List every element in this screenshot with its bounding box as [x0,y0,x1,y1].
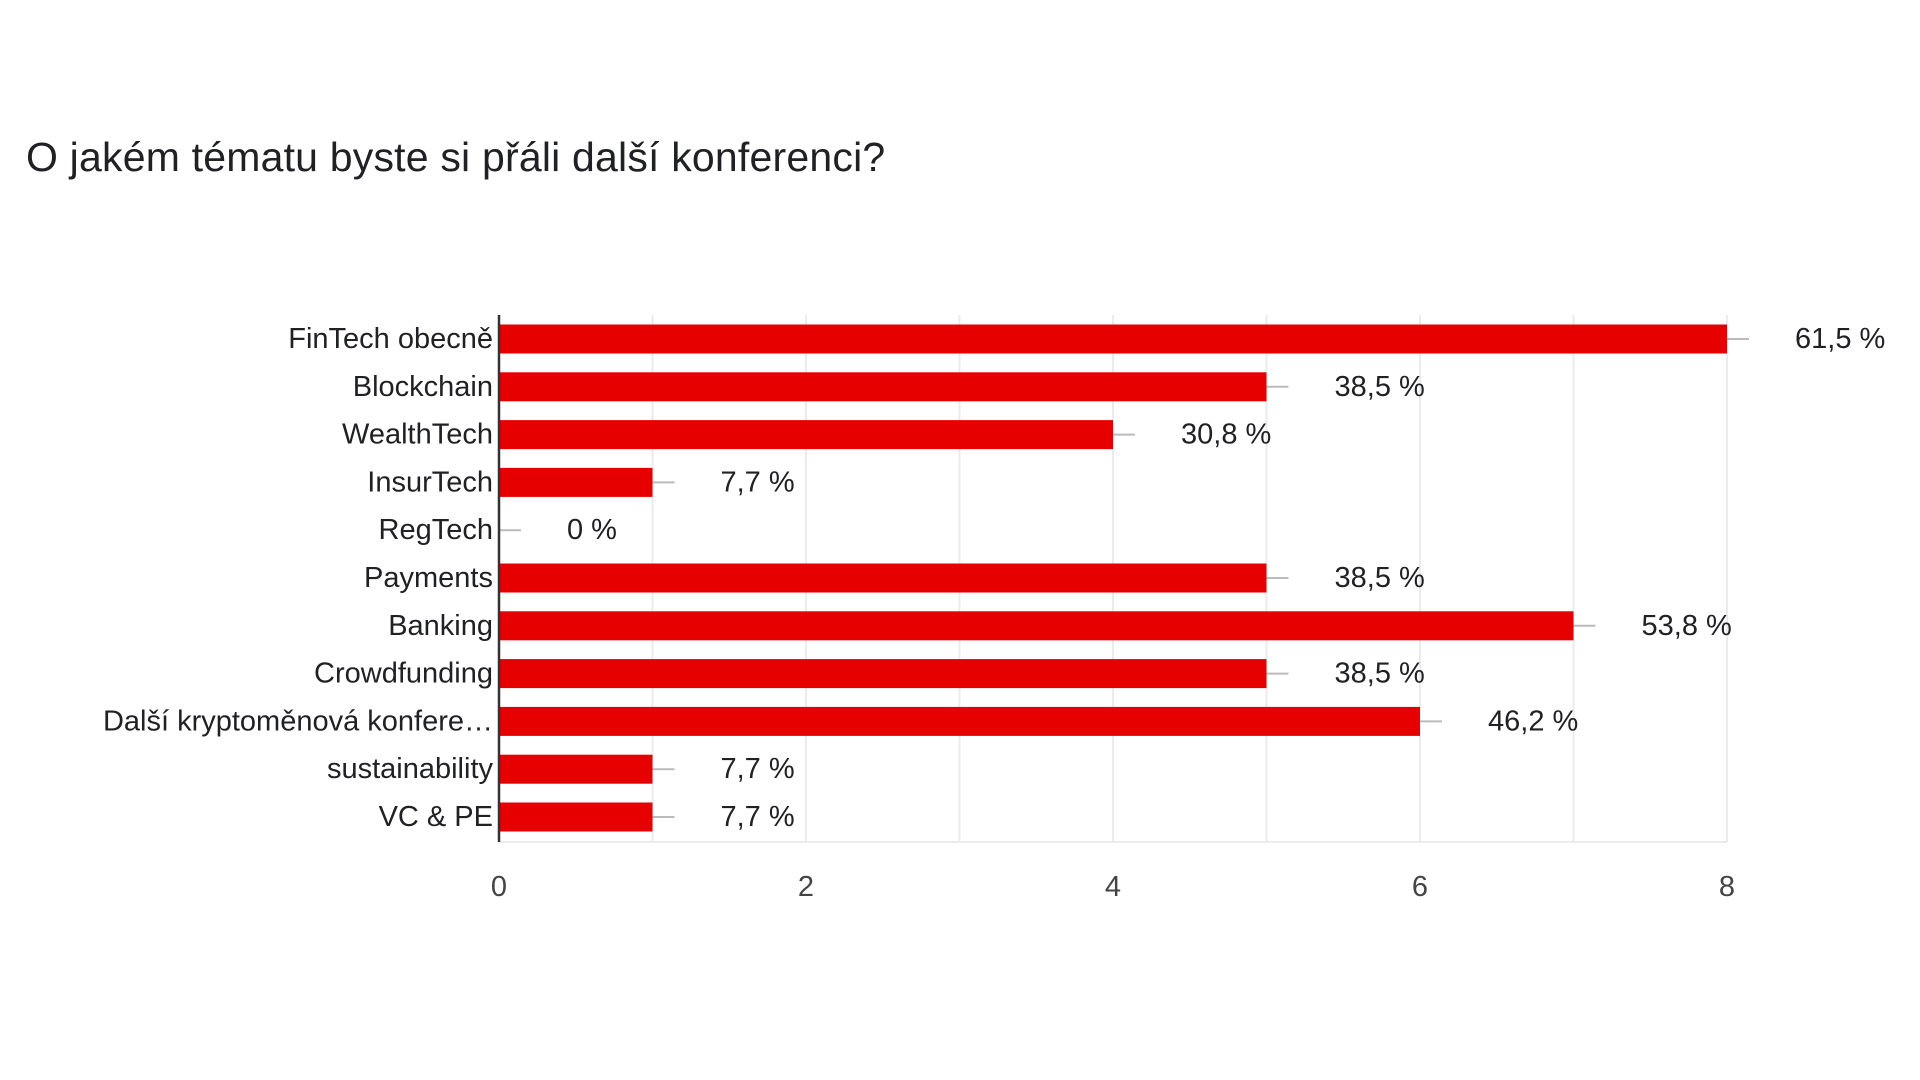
category-label: Payments [364,562,493,594]
value-label: 7,7 % [721,753,795,785]
value-label: 7,7 % [721,801,795,833]
value-label: 38,5 % [1335,658,1425,690]
bar [499,563,1267,593]
category-label: Crowdfunding [314,658,493,690]
category-label: WealthTech [342,419,493,451]
category-label: sustainability [327,753,494,785]
value-label: 53,8 % [1642,610,1732,642]
bar [499,754,653,784]
value-label: 0 % [567,514,617,546]
value-label: 38,5 % [1335,371,1425,403]
bars [499,324,1727,832]
value-label: 38,5 % [1335,562,1425,594]
category-label: RegTech [379,514,493,546]
category-label: Další kryptoměnová konfere… [103,705,493,737]
x-tick-label: 6 [1412,871,1428,903]
category-label: Blockchain [353,371,493,403]
bar [499,802,653,832]
bar [499,467,653,497]
value-label: 30,8 % [1181,419,1271,451]
x-tick-label: 4 [1105,871,1121,903]
bar [499,372,1267,402]
value-label: 61,5 % [1795,323,1885,355]
x-tick-label: 8 [1719,871,1735,903]
category-label: FinTech obecně [288,323,493,355]
value-labels: 61,5 % 38,5 % 30,8 % 7,7 % 0 % 38,5 % 53,8 % 38… [567,323,1885,833]
value-label: 46,2 % [1488,705,1578,737]
bar [499,659,1267,689]
bar [499,706,1420,736]
category-label: VC & PE [379,801,493,833]
category-labels: FinTech obecně Blockchain WealthTech InsurT… [103,323,494,833]
bar [499,611,1574,641]
category-label: InsurTech [367,466,493,498]
leader-lines [499,338,1749,818]
category-label: Banking [388,610,493,642]
chart-title: O jakém tématu byste si přáli další konf… [26,134,886,180]
bar [499,324,1727,354]
x-tick-labels: 0 2 4 6 8 [491,871,1735,903]
x-tick-label: 2 [798,871,814,903]
x-tick-label: 0 [491,871,507,903]
value-label: 7,7 % [721,466,795,498]
bar [499,420,1113,450]
